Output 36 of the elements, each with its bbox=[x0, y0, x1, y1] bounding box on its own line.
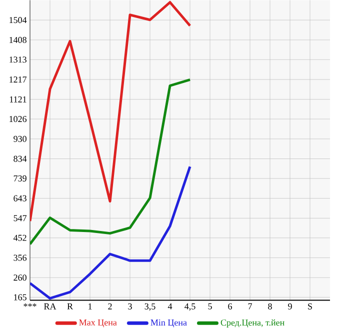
x-tick-label: R bbox=[67, 303, 73, 310]
y-tick-label: 834 bbox=[14, 156, 27, 162]
x-tick-label: *** bbox=[24, 303, 36, 307]
y-tick-label: 356 bbox=[14, 254, 27, 261]
x-tick-label: 4 bbox=[168, 303, 172, 310]
x-tick-label: 6 bbox=[228, 303, 232, 310]
legend-label: Min Цена bbox=[150, 319, 187, 328]
y-tick-label: 1217 bbox=[10, 76, 27, 82]
y-tick-label: 1026 bbox=[10, 116, 27, 122]
legend-label: Max Цена bbox=[79, 319, 117, 328]
y-tick-label: 165 bbox=[14, 294, 26, 300]
x-tick-label: 9 bbox=[288, 303, 292, 310]
y-tick-label: 260 bbox=[14, 274, 26, 281]
x-tick-label: 1 bbox=[88, 303, 92, 310]
x-tick-label: S bbox=[308, 303, 312, 310]
line-series bbox=[30, 165, 192, 300]
y-tick-label: 643 bbox=[14, 195, 26, 202]
y-tick-label: 1313 bbox=[10, 56, 26, 63]
x-tick-label: 7 bbox=[248, 303, 252, 310]
legend-label: Сред.Цена, т.йен bbox=[220, 319, 284, 328]
x-tick-label: 5 bbox=[208, 303, 212, 310]
x-tick-label: 3 bbox=[128, 303, 132, 310]
y-tick-label: 452 bbox=[13, 234, 26, 241]
y-tick-label: 1504 bbox=[10, 16, 27, 24]
x-tick-label: 2 bbox=[108, 303, 112, 310]
x-tick-label: 3,5 bbox=[144, 303, 156, 311]
y-tick-label: 1408 bbox=[10, 36, 26, 43]
x-tick-label: 4,5 bbox=[184, 303, 196, 311]
y-tick-label: 930 bbox=[14, 136, 26, 142]
y-tick-label: 1121 bbox=[10, 96, 26, 102]
y-tick-label: 739 bbox=[14, 175, 26, 182]
x-tick-label: 8 bbox=[268, 303, 272, 310]
x-tick-label: RA bbox=[44, 303, 56, 310]
line-series bbox=[30, 78, 192, 246]
line-series bbox=[30, 0, 192, 222]
y-tick-label: 547 bbox=[14, 215, 27, 222]
